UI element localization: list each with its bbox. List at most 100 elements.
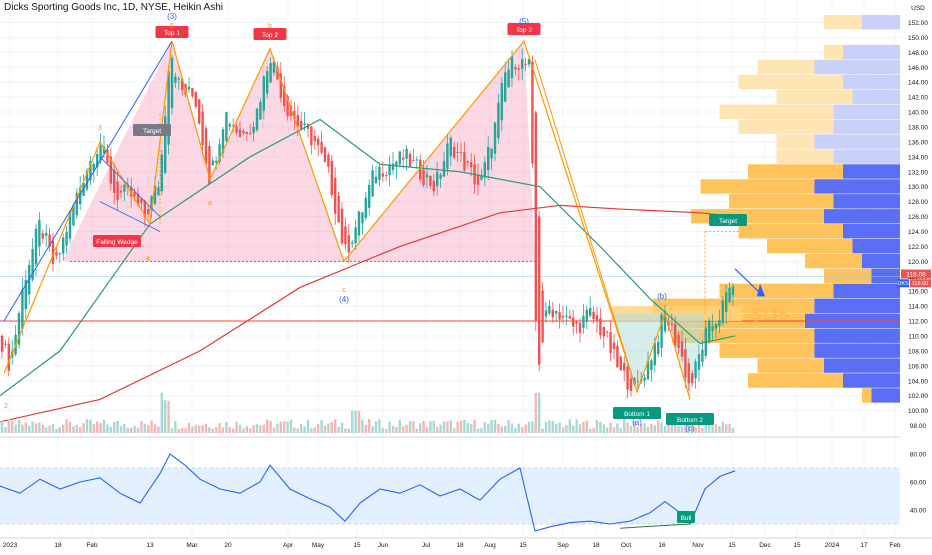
volume-bar [714,424,718,433]
price-axis: USD 152.00 150.00 148.00 146.00 144.00 142.00 1… [897,0,932,550]
candle-body [657,341,660,354]
volume-profile-bar-up [738,224,843,239]
candle-body [531,61,534,164]
volume-bar [670,419,673,433]
volume-bar [221,427,225,433]
volume-bar [198,425,201,433]
volume-bar [320,420,323,433]
candle-body [201,111,204,146]
volume-bar [429,420,432,433]
candle-body [116,181,119,200]
volume-profile-bar-down [814,328,900,343]
candle-body [232,125,235,127]
volume-bar [646,427,650,433]
volume-profile-bar-up [748,164,843,179]
volume-profile-bar-up [738,74,843,90]
volume-bar [204,423,208,433]
volume-profile-bar-down [833,194,900,209]
volume-bar [446,421,449,433]
candle-body [572,317,575,327]
volume-bar [65,419,68,433]
candle-body [102,146,106,154]
candle-body [697,354,701,370]
candle-body [480,175,483,180]
candle-body [215,160,218,163]
candle-body [446,143,449,169]
candle-body [140,199,143,203]
volume-bar [657,420,660,433]
candle-body [82,182,85,196]
volume-bar [208,427,211,433]
ticker-price-text: 118.00 [912,281,928,287]
rsi-axis: 80.00 60.00 40.00 [910,452,927,515]
candle-body [684,349,687,378]
wave-c-small-label: c [342,287,346,294]
candle-body [272,61,276,73]
candle-body [524,64,527,66]
ticker-price-bg [910,279,931,288]
candle-body [616,345,619,368]
volume-bar [517,423,520,433]
rsi-bull-label-bg [677,511,695,523]
candle-body [493,122,497,154]
candle-body [235,125,238,133]
volume-bar [286,421,289,433]
bottom2-label-bg [666,413,714,425]
volume-bar [211,428,214,433]
candle-body [368,184,371,208]
candle-body [548,306,551,314]
candle-body [708,320,711,342]
target1-label: Target [133,124,171,136]
volume-bar [609,422,612,433]
candle-body [130,187,133,197]
volume-profile-bar-down [814,343,900,358]
candle-body [398,151,401,165]
volume-profile-bar-up [700,179,815,194]
time-tick-label: 2023 [3,542,18,549]
candle-body [242,130,245,134]
candle-body [136,193,140,205]
volume-bar [487,423,490,433]
candle-body [419,159,422,180]
volume-bar [687,421,690,433]
candle-body [606,331,609,333]
rsi-bull-label: Bull [677,511,695,523]
volume-bar [313,427,316,433]
candle-body [381,173,384,177]
volume-bar [534,393,537,433]
volume-bar [694,426,697,433]
candle-body [351,242,354,244]
candle-body [317,138,320,146]
volume-bar [412,421,415,433]
volume-profile-bar-up [757,59,815,75]
top2-triangle-fill [344,41,535,262]
volume-bar [238,424,242,433]
volume-bar [514,428,517,433]
candle-body [432,180,435,192]
volume-bar [11,420,14,433]
volume-bar [721,421,724,433]
candle-body [198,99,201,124]
candle-body [595,315,599,322]
volume-bar [555,424,558,433]
rsi-tick-label: 40.00 [910,508,927,515]
volume-bar [371,426,374,433]
volume-profile-bar-up [757,358,824,373]
candle-body [208,146,211,185]
volume-bar [476,428,480,433]
volume-bar [385,428,388,433]
volume-bar [21,424,24,433]
volume-profile-bar-up [719,343,815,358]
volume-bar [395,426,398,433]
volume-bar [456,421,459,433]
volume-bar [283,421,286,433]
volume-bar [364,424,367,433]
volume-profile-bar-up [776,149,834,164]
candle-body [45,232,48,236]
volume-bar [650,423,653,433]
candle-body [72,205,75,226]
volume-bar [643,423,646,433]
candle-body [340,209,344,244]
